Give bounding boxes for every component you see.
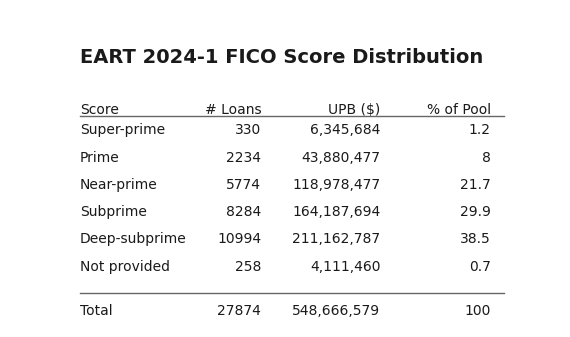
Text: # Loans: # Loans [205, 103, 261, 117]
Text: Prime: Prime [80, 151, 120, 165]
Text: 10994: 10994 [217, 233, 261, 246]
Text: Near-prime: Near-prime [80, 178, 158, 192]
Text: Score: Score [80, 103, 119, 117]
Text: Total: Total [80, 304, 113, 318]
Text: % of Pool: % of Pool [427, 103, 491, 117]
Text: 43,880,477: 43,880,477 [302, 151, 381, 165]
Text: 5774: 5774 [226, 178, 261, 192]
Text: Not provided: Not provided [80, 260, 170, 274]
Text: 164,187,694: 164,187,694 [292, 205, 381, 219]
Text: 27874: 27874 [217, 304, 261, 318]
Text: 8284: 8284 [226, 205, 261, 219]
Text: 29.9: 29.9 [460, 205, 491, 219]
Text: 258: 258 [235, 260, 261, 274]
Text: 2234: 2234 [226, 151, 261, 165]
Text: 0.7: 0.7 [469, 260, 491, 274]
Text: Super-prime: Super-prime [80, 123, 165, 137]
Text: 118,978,477: 118,978,477 [292, 178, 381, 192]
Text: 4,111,460: 4,111,460 [310, 260, 381, 274]
Text: 8: 8 [482, 151, 491, 165]
Text: 21.7: 21.7 [460, 178, 491, 192]
Text: 100: 100 [465, 304, 491, 318]
Text: Subprime: Subprime [80, 205, 147, 219]
Text: 38.5: 38.5 [460, 233, 491, 246]
Text: UPB ($): UPB ($) [328, 103, 381, 117]
Text: 330: 330 [235, 123, 261, 137]
Text: 548,666,579: 548,666,579 [292, 304, 381, 318]
Text: Deep-subprime: Deep-subprime [80, 233, 187, 246]
Text: 211,162,787: 211,162,787 [292, 233, 381, 246]
Text: EART 2024-1 FICO Score Distribution: EART 2024-1 FICO Score Distribution [80, 48, 483, 67]
Text: 1.2: 1.2 [469, 123, 491, 137]
Text: 6,345,684: 6,345,684 [310, 123, 381, 137]
